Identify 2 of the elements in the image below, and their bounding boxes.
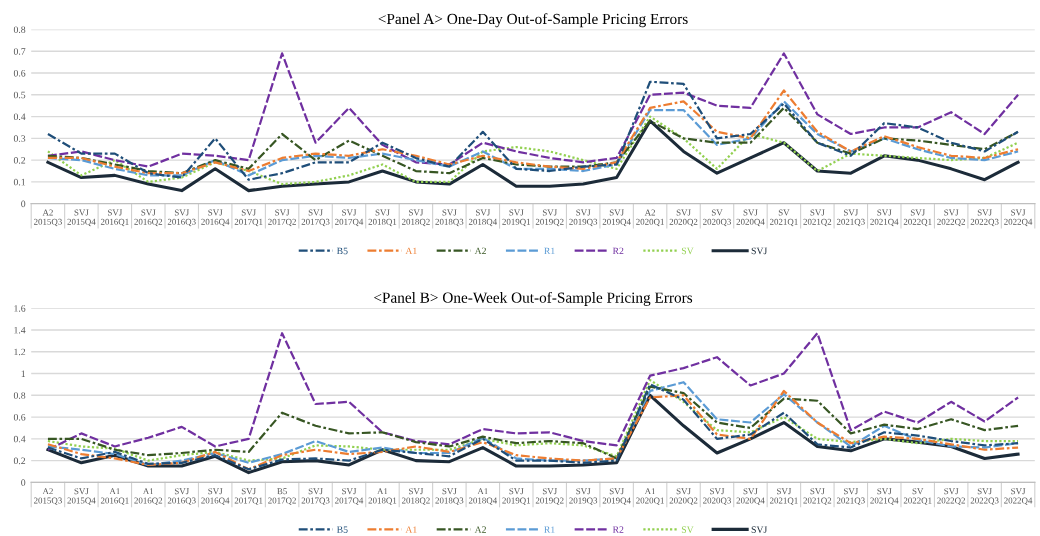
line-series — [46, 52, 1020, 168]
line-series — [46, 332, 1020, 451]
